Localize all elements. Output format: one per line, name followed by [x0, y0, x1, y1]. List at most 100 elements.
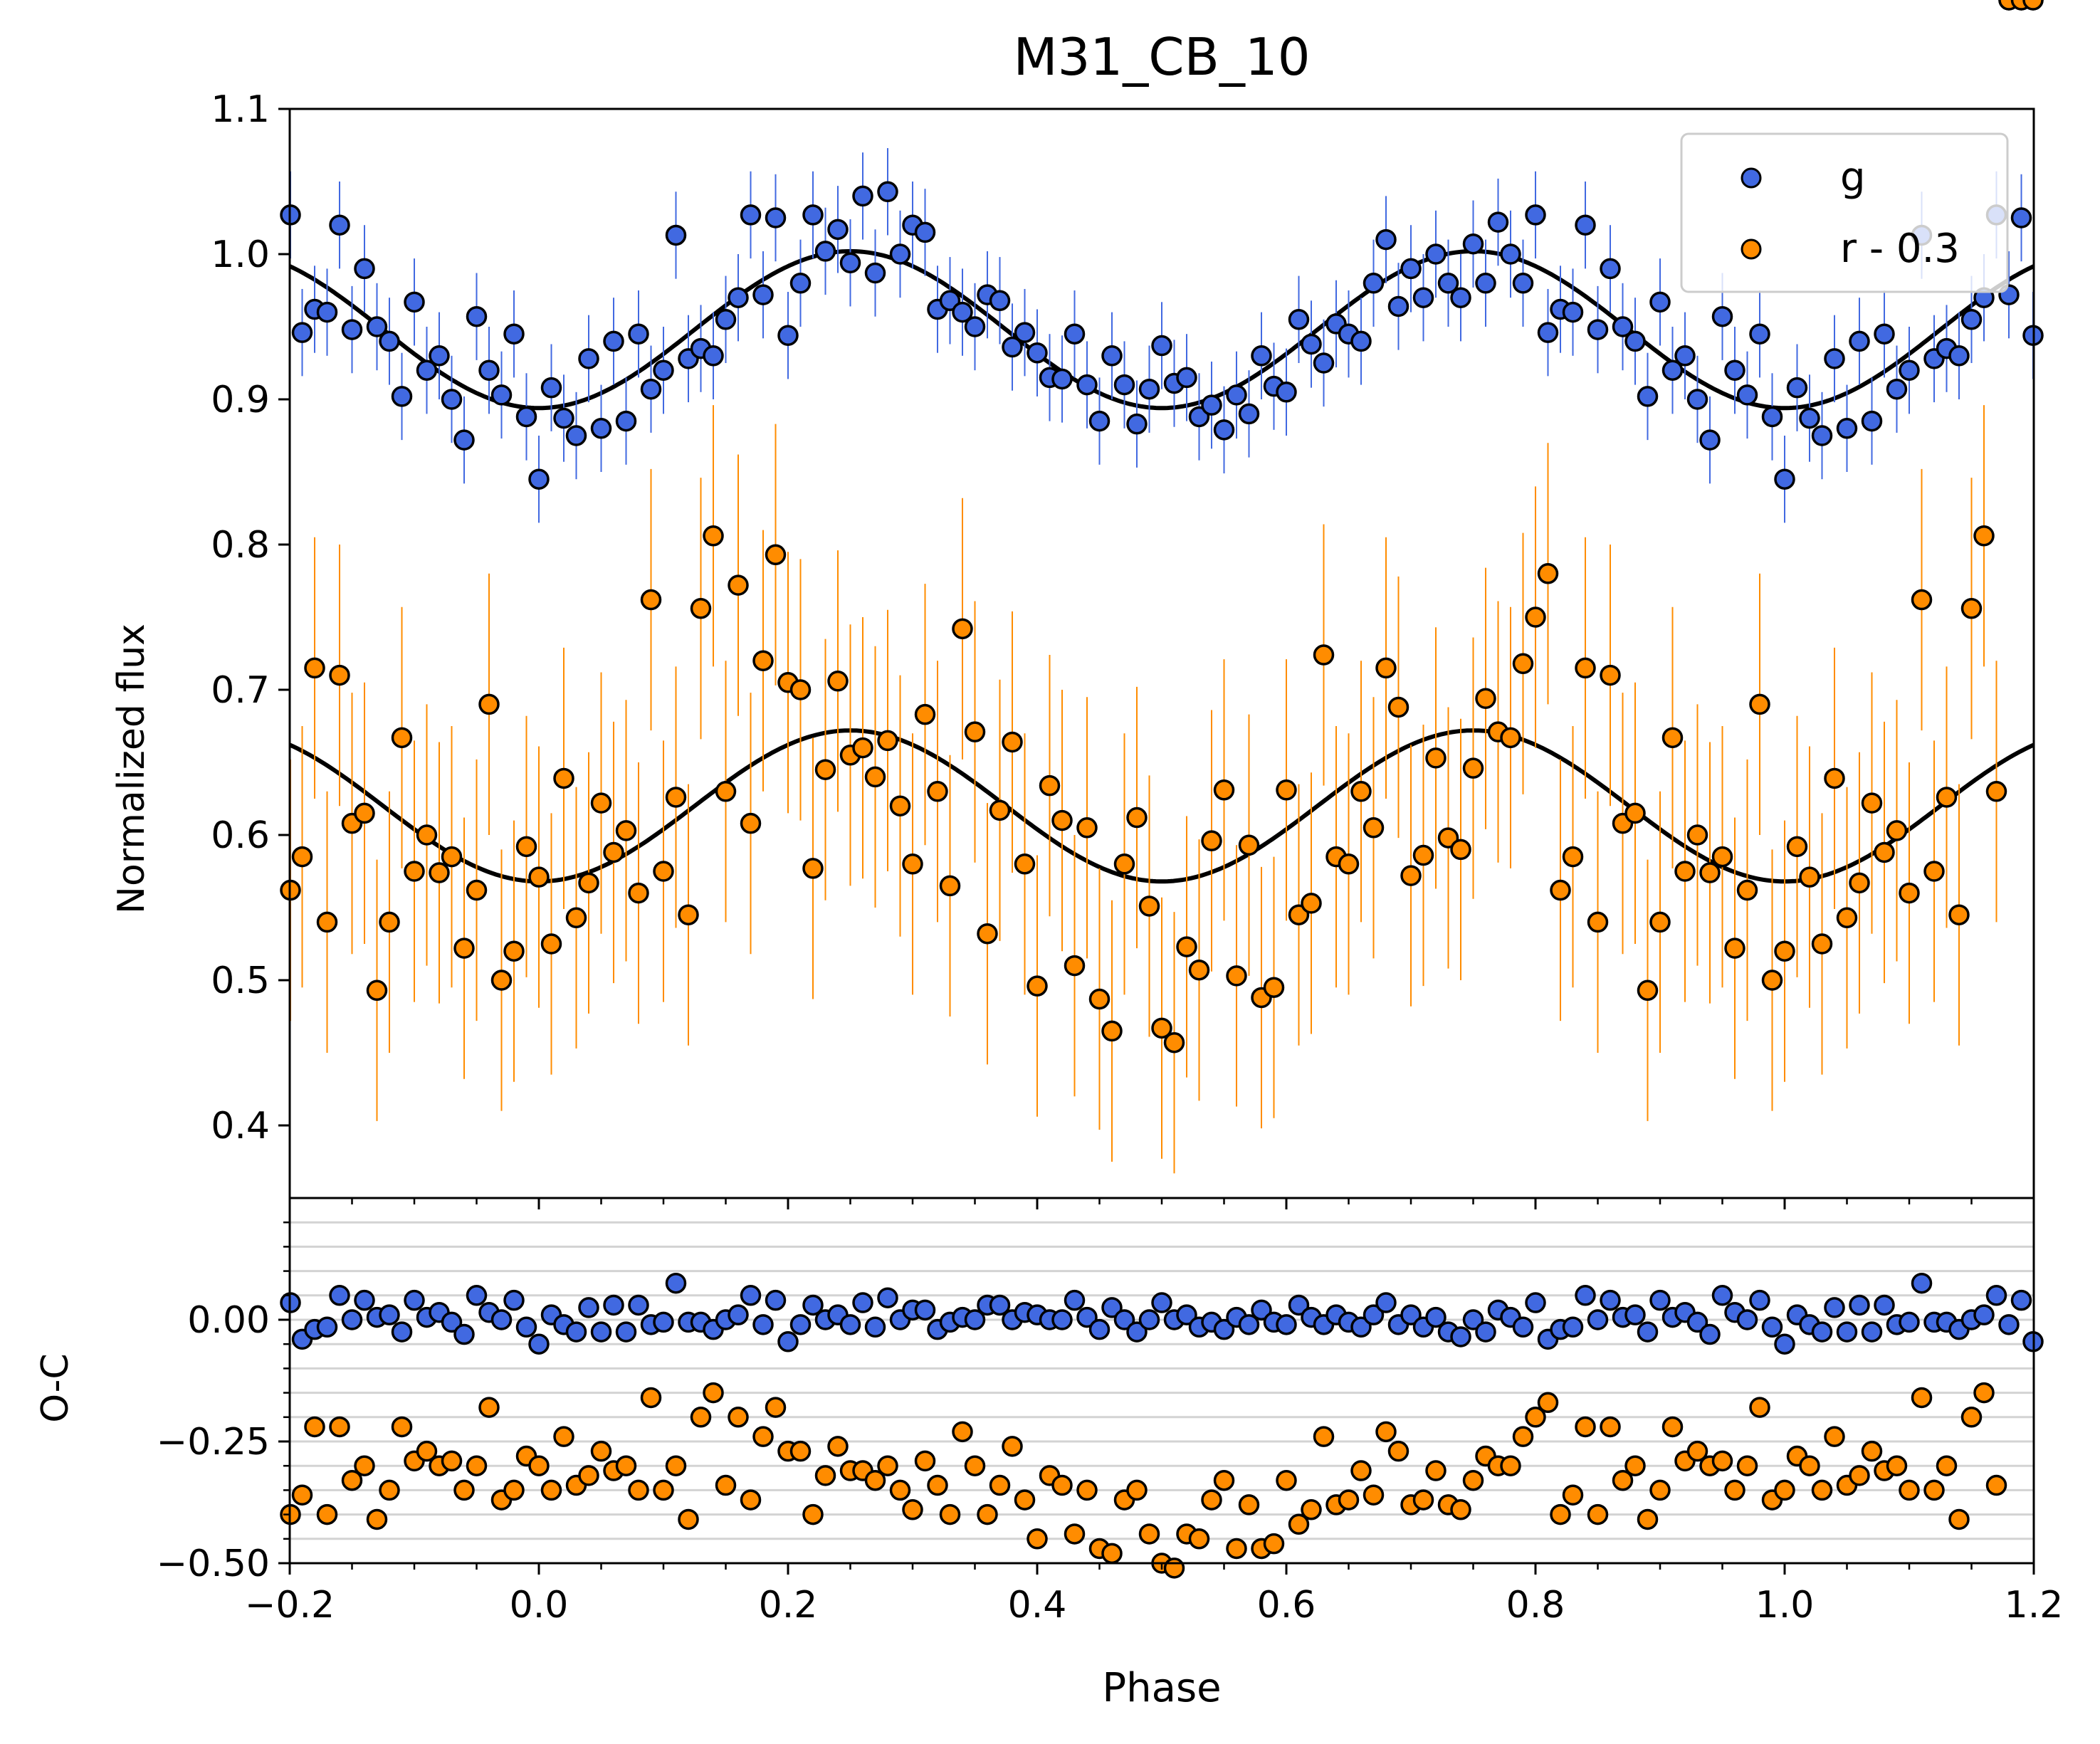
x-tick-label: 0.8	[1506, 1584, 1565, 1627]
residual-point-r	[678, 1508, 699, 1530]
residual-point-g	[1076, 1306, 1098, 1328]
data-point-r	[1051, 809, 1073, 831]
data-point-g	[503, 323, 525, 345]
residual-point-r	[1587, 1503, 1609, 1525]
data-point-r	[690, 598, 712, 619]
data-point-g	[1724, 359, 1745, 381]
data-point-g	[1886, 378, 1908, 400]
data-point-r	[416, 824, 438, 846]
residual-point-g	[765, 1289, 787, 1311]
residual-point-r	[864, 1469, 886, 1491]
residual-point-r	[1624, 1455, 1646, 1476]
residual-point-g	[1899, 1311, 1920, 1333]
residual-point-g	[1624, 1304, 1646, 1325]
data-point-r	[752, 650, 774, 671]
residual-point-r	[765, 1397, 787, 1418]
data-point-g	[827, 219, 849, 241]
data-point-r	[1363, 817, 1385, 839]
data-point-g	[1749, 323, 1770, 345]
data-point-r	[1537, 563, 1559, 584]
data-point-r	[553, 767, 574, 789]
residual-point-r	[528, 1455, 550, 1476]
residual-point-r	[1450, 1499, 1471, 1520]
data-point-r	[1973, 525, 1995, 547]
data-point-r	[1064, 955, 1086, 977]
residual-panel: 0.00 −0.25 −0.50 O-C	[34, 0, 2044, 1585]
data-point-g	[777, 325, 799, 346]
data-point-g	[1101, 345, 1123, 367]
residual-point-r	[304, 1416, 325, 1438]
data-point-g	[1612, 316, 1634, 337]
y-tick-label: 0.4	[211, 1105, 270, 1147]
residual-point-g	[1699, 1323, 1721, 1345]
data-point-g	[1014, 322, 1036, 343]
residual-point-r	[416, 1440, 438, 1462]
data-point-r	[1226, 965, 1247, 987]
data-point-g	[1350, 330, 1372, 352]
data-point-r	[939, 875, 961, 897]
data-point-r	[354, 802, 375, 824]
data-point-g	[515, 406, 537, 428]
residual-point-r	[653, 1479, 674, 1501]
residual-point-g	[466, 1285, 488, 1306]
data-point-g	[1500, 243, 1521, 265]
data-point-g	[540, 377, 562, 399]
data-point-r	[1899, 882, 1920, 904]
residual-point-r	[478, 1397, 500, 1418]
data-point-r	[952, 618, 973, 640]
residual-point-g	[391, 1321, 413, 1343]
data-point-r	[902, 853, 923, 875]
residual-point-r	[728, 1407, 749, 1428]
residual-point-r	[715, 1474, 737, 1496]
data-point-g	[1711, 305, 1733, 327]
data-point-g	[789, 273, 812, 294]
data-point-g	[1824, 348, 1845, 369]
residual-point-g	[1575, 1285, 1596, 1306]
y-tick-label: 0.8	[211, 524, 270, 567]
data-point-r	[703, 525, 724, 547]
data-point-r	[1375, 657, 1397, 679]
data-point-r	[1475, 688, 1496, 709]
residual-point-r	[1338, 1489, 1360, 1511]
chart-title: M31_CB_10	[1013, 27, 1310, 87]
residual-point-r	[1948, 1508, 1970, 1530]
residual-point-g	[1350, 1316, 1372, 1338]
data-point-r	[1076, 817, 1098, 839]
residual-point-r	[703, 1382, 724, 1404]
residual-point-g	[565, 1321, 587, 1343]
data-point-g	[1462, 233, 1484, 255]
residual-point-r	[1811, 1479, 1833, 1501]
residual-point-g	[1587, 1309, 1609, 1330]
data-point-r	[877, 730, 898, 752]
data-point-g	[703, 345, 724, 367]
data-point-r	[466, 879, 488, 901]
data-point-g	[590, 418, 612, 439]
data-point-g	[1375, 228, 1397, 251]
residual-point-r	[964, 1455, 986, 1476]
residual-point-r	[466, 1455, 488, 1476]
residual-point-r	[1226, 1538, 1247, 1560]
flux-panel: 0.4 0.5 0.6 0.7 0.8 0.9 1.0 1.1 Normalized flux	[110, 0, 2044, 1199]
data-point-g	[1836, 418, 1858, 439]
residual-point-r	[1724, 1479, 1745, 1501]
data-point-r	[316, 911, 338, 933]
residual-point-r	[1824, 1426, 1845, 1447]
residual-point-g	[1600, 1289, 1621, 1311]
data-point-g	[740, 204, 762, 226]
data-point-g	[578, 348, 599, 369]
data-point-g	[1861, 410, 1883, 432]
data-point-r	[1624, 802, 1646, 824]
data-point-r	[503, 940, 525, 962]
residual-point-r	[1973, 1382, 1995, 1404]
residual-point-g	[877, 1287, 898, 1308]
data-point-g	[316, 301, 338, 323]
residual-point-g	[1138, 1309, 1160, 1330]
residual-point-g	[964, 1309, 986, 1330]
residual-point-r	[1350, 1460, 1372, 1481]
data-point-g	[728, 287, 749, 308]
data-point-g	[466, 305, 488, 327]
data-point-g	[989, 290, 1011, 312]
data-point-g	[1437, 273, 1459, 294]
data-point-r	[441, 846, 463, 868]
data-point-r	[379, 911, 400, 933]
